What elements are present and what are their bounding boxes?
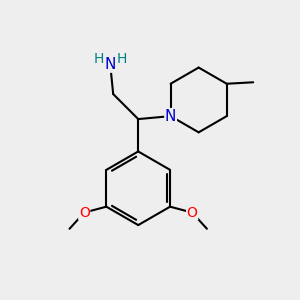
Text: O: O (187, 206, 198, 220)
Text: H: H (94, 52, 104, 66)
Text: H: H (116, 52, 127, 66)
Text: O: O (79, 206, 90, 220)
Text: N: N (165, 109, 176, 124)
Text: N: N (105, 57, 116, 72)
